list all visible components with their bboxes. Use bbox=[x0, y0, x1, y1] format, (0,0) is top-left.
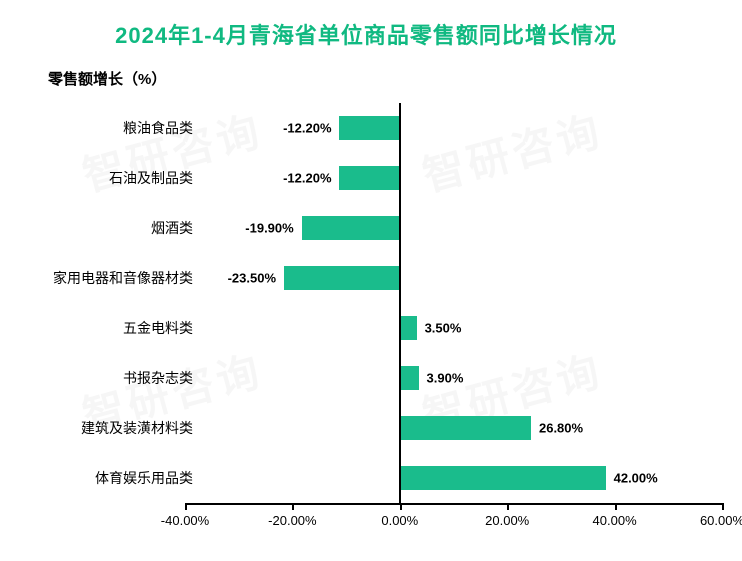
plot-area: 粮油食品类 -12.20% 石油及制品类 -12.20% 烟酒类 -19.90% 家用电器和… bbox=[18, 103, 714, 503]
x-tick-label: -20.00% bbox=[268, 513, 316, 528]
bar-row: 书报杂志类 3.90% bbox=[18, 353, 714, 403]
bar-zone: -12.20% bbox=[203, 153, 694, 203]
bar-row: 粮油食品类 -12.20% bbox=[18, 103, 714, 153]
bar-value-label: 3.50% bbox=[425, 321, 462, 336]
x-axis-ticks: -40.00%-20.00%0.00%20.00%40.00%60.00% bbox=[185, 503, 722, 533]
bar-row: 石油及制品类 -12.20% bbox=[18, 153, 714, 203]
bar-zone: -12.20% bbox=[203, 103, 694, 153]
category-label: 五金电料类 bbox=[18, 318, 193, 338]
x-tick bbox=[722, 503, 724, 510]
x-tick-label: 60.00% bbox=[700, 513, 742, 528]
bar-zone: -19.90% bbox=[203, 203, 694, 253]
bar-row: 建筑及装潢材料类 26.80% bbox=[18, 403, 714, 453]
category-label: 家用电器和音像器材类 bbox=[18, 268, 193, 288]
category-label: 建筑及装潢材料类 bbox=[18, 418, 193, 438]
bar bbox=[399, 316, 416, 340]
bar-value-label: 3.90% bbox=[427, 371, 464, 386]
bar bbox=[284, 266, 399, 290]
bar-row: 体育娱乐用品类 42.00% bbox=[18, 453, 714, 503]
category-label: 粮油食品类 bbox=[18, 118, 193, 138]
bar bbox=[302, 216, 400, 240]
bar bbox=[339, 166, 399, 190]
bar-value-label: 26.80% bbox=[539, 421, 583, 436]
x-tick-label: 20.00% bbox=[485, 513, 529, 528]
y-axis-title: 零售额增长（%） bbox=[48, 68, 714, 89]
x-tick bbox=[615, 503, 617, 510]
category-label: 体育娱乐用品类 bbox=[18, 468, 193, 488]
zero-axis-line bbox=[399, 103, 401, 503]
bar-value-label: -23.50% bbox=[228, 271, 276, 286]
bar-row: 家用电器和音像器材类 -23.50% bbox=[18, 253, 714, 303]
bar-zone: 3.50% bbox=[203, 303, 694, 353]
bar-value-label: 42.00% bbox=[614, 471, 658, 486]
bar bbox=[339, 116, 399, 140]
category-label: 烟酒类 bbox=[18, 218, 193, 238]
x-tick-label: -40.00% bbox=[161, 513, 209, 528]
bar-zone: 3.90% bbox=[203, 353, 694, 403]
bar bbox=[399, 466, 605, 490]
category-label: 石油及制品类 bbox=[18, 168, 193, 188]
bar-value-label: -19.90% bbox=[245, 221, 293, 236]
bar-zone: 42.00% bbox=[203, 453, 694, 503]
category-label: 书报杂志类 bbox=[18, 368, 193, 388]
bar-value-label: -12.20% bbox=[283, 171, 331, 186]
chart-title: 2024年1-4月青海省单位商品零售额同比增长情况 bbox=[18, 18, 714, 50]
x-tick bbox=[507, 503, 509, 510]
bar bbox=[399, 366, 418, 390]
bar-zone: -23.50% bbox=[203, 253, 694, 303]
bar-value-label: -12.20% bbox=[283, 121, 331, 136]
x-tick-label: 40.00% bbox=[593, 513, 637, 528]
x-tick bbox=[292, 503, 294, 510]
chart-container: 智研咨询 智研咨询 智研咨询 智研咨询 2024年1-4月青海省单位商品零售额同… bbox=[0, 0, 742, 561]
bar-zone: 26.80% bbox=[203, 403, 694, 453]
x-tick bbox=[400, 503, 402, 510]
bar bbox=[399, 416, 531, 440]
x-tick bbox=[185, 503, 187, 510]
bar-row: 五金电料类 3.50% bbox=[18, 303, 714, 353]
bar-row: 烟酒类 -19.90% bbox=[18, 203, 714, 253]
x-tick-label: 0.00% bbox=[381, 513, 418, 528]
